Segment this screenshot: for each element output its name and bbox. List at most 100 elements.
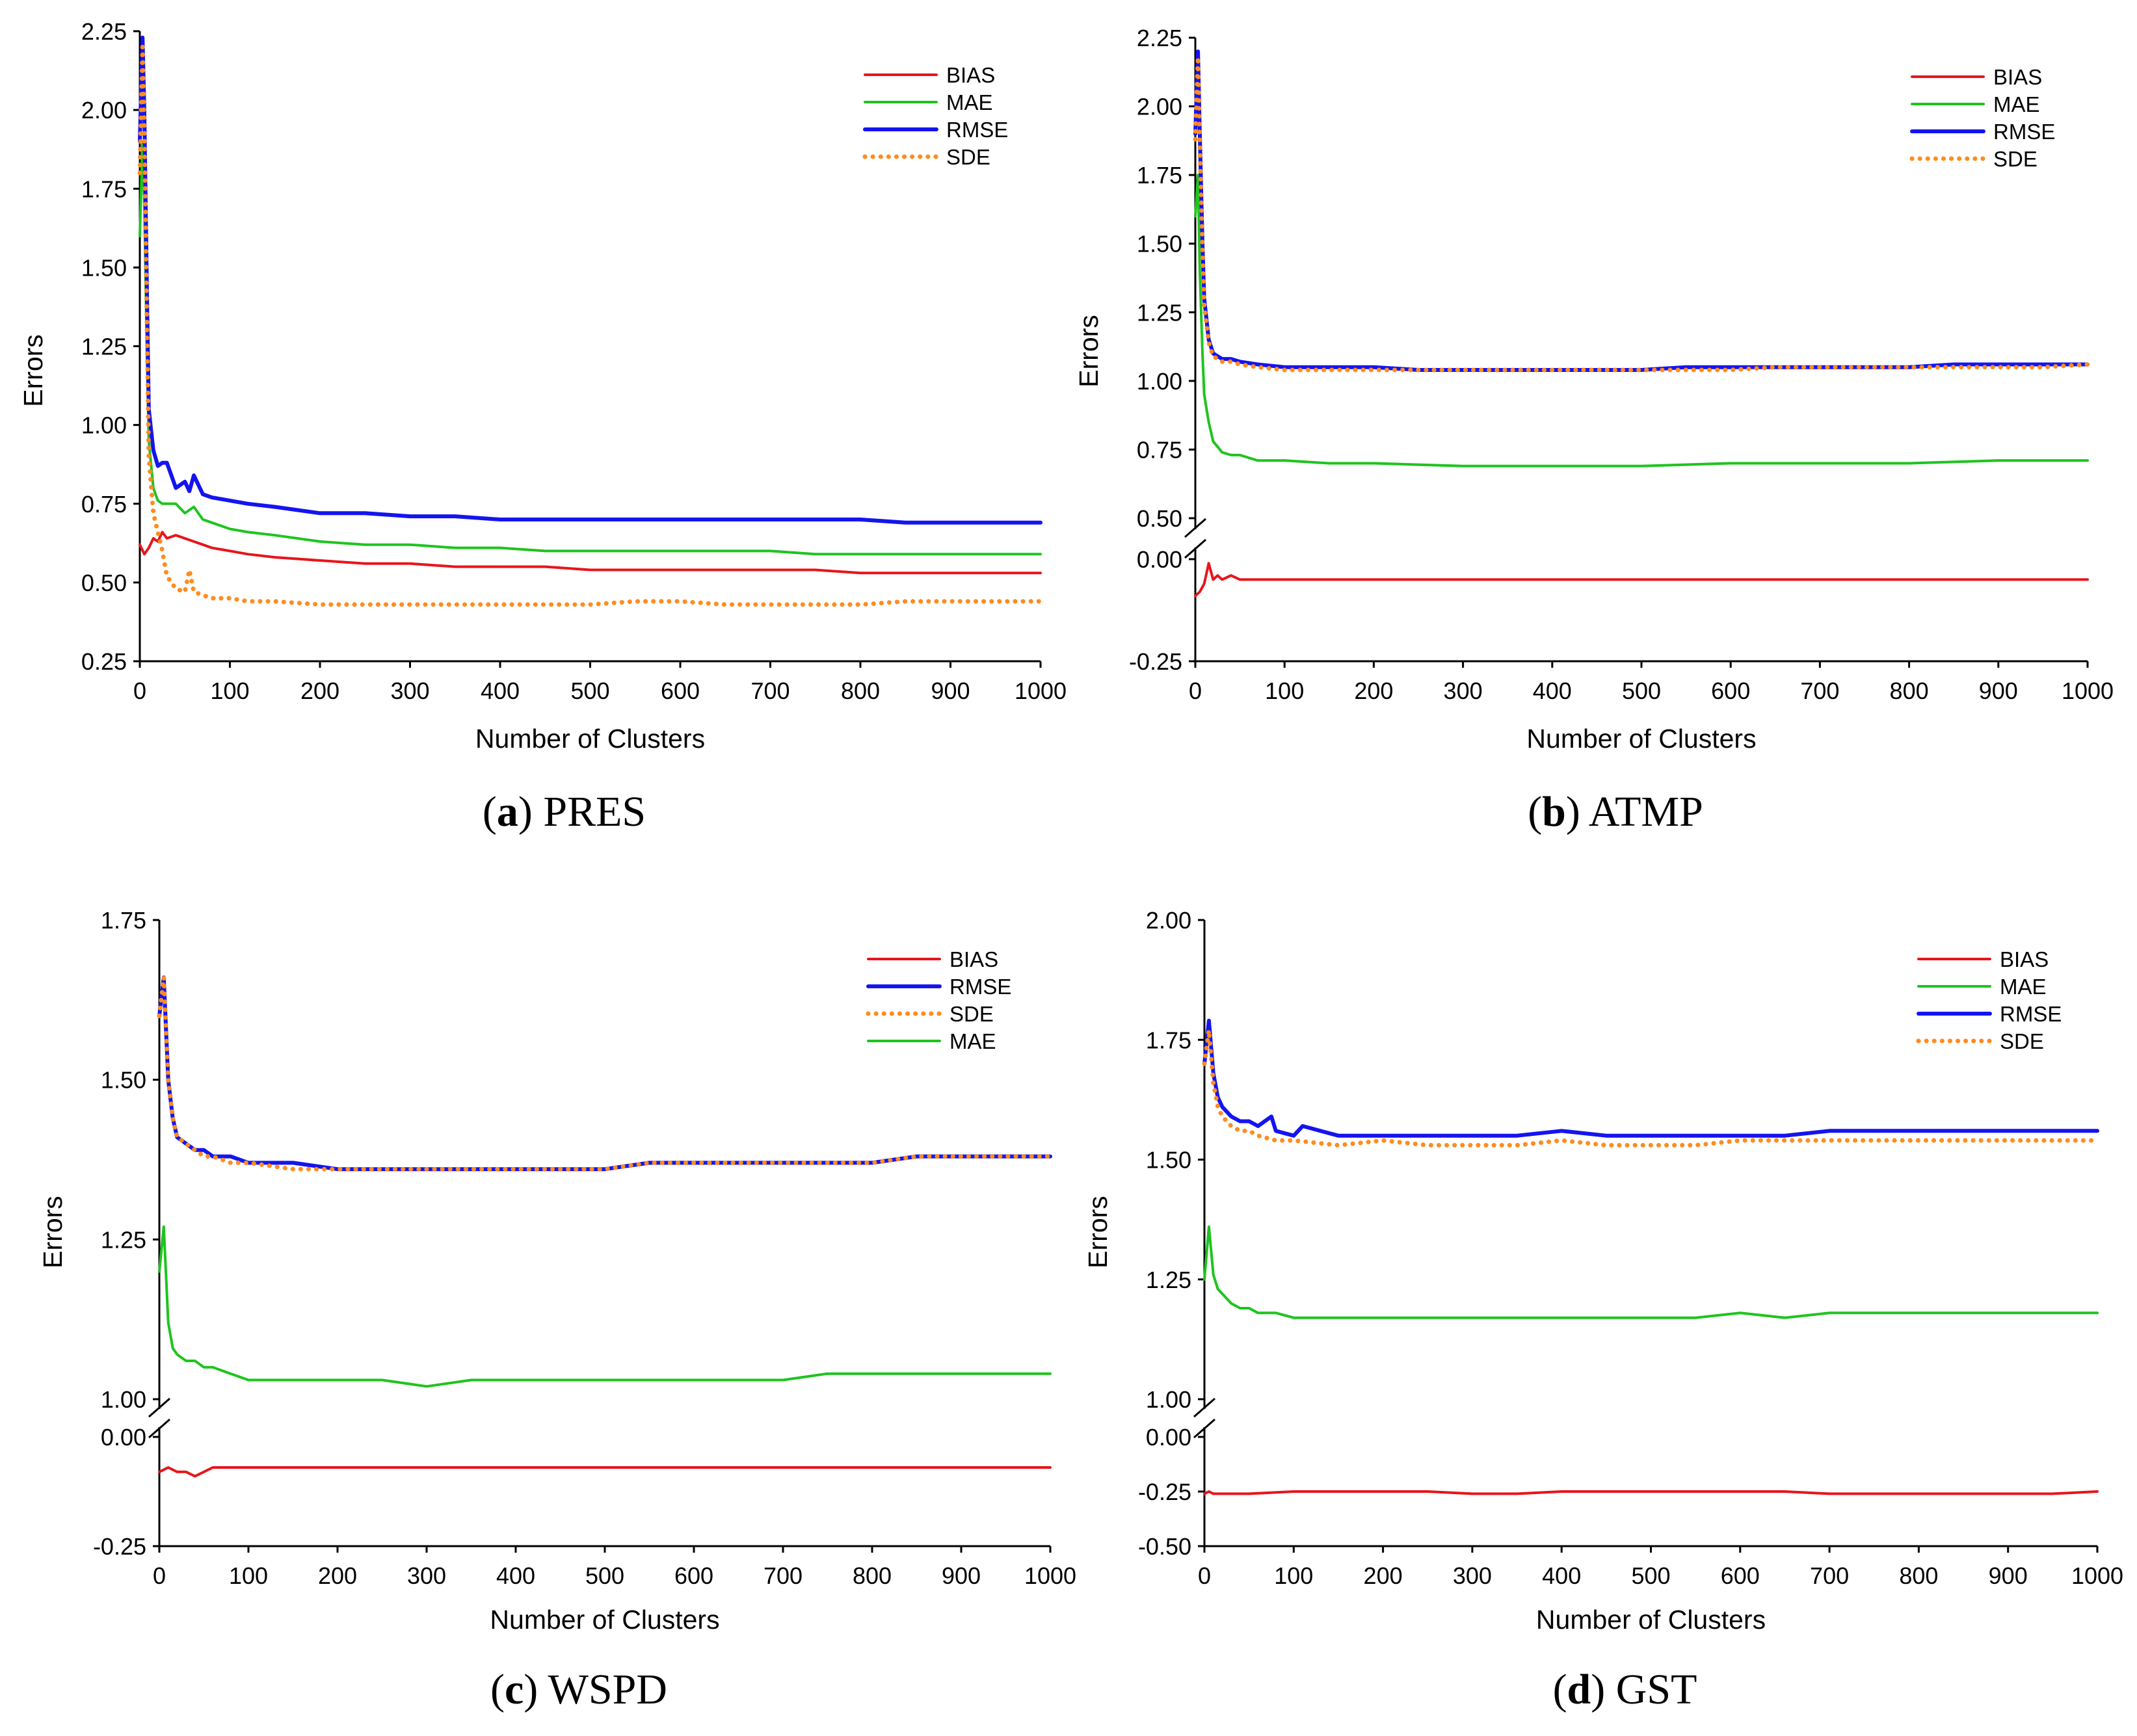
y-tick-label: 1.75: [1146, 1027, 1191, 1053]
legend-label-bias: BIAS: [2000, 947, 2049, 971]
x-tick-label: 700: [1810, 1562, 1849, 1589]
series-line-mae: [1203, 1225, 2099, 1319]
legend-label-sde: SDE: [2000, 1029, 2044, 1053]
x-tick-label: 200: [1364, 1562, 1403, 1589]
x-tick-label: 600: [661, 677, 700, 704]
series-line-mae: [139, 140, 1042, 556]
y-tick-label: 1.00: [101, 1386, 146, 1413]
panel-caption: (c) WSPD: [490, 1666, 667, 1713]
series-line-sde: [1193, 55, 2090, 373]
x-tick-label: 100: [1274, 1562, 1313, 1589]
legend-label-bias: BIAS: [1993, 65, 2042, 89]
y-tick-label: 1.00: [81, 412, 127, 439]
y-axis-label: Errors: [1083, 1196, 1113, 1269]
legend-label-mae: MAE: [946, 90, 993, 114]
y-tick-label: 1.50: [101, 1067, 146, 1094]
axis-break-mark: [1193, 1397, 1215, 1418]
caption-title: PRES: [543, 788, 646, 835]
legend-label-sde: SDE: [949, 1002, 994, 1026]
axis-break-mark: [1184, 518, 1206, 538]
x-tick-label: 0: [153, 1562, 166, 1589]
x-axis-label: Number of Clusters: [490, 1605, 719, 1635]
caption-label: a: [497, 788, 518, 835]
x-tick-label: 700: [763, 1562, 803, 1589]
x-tick-label: 500: [570, 677, 609, 704]
x-tick-label: 700: [1800, 677, 1839, 704]
caption-paren: ): [1566, 788, 1589, 835]
legend-label-mae: MAE: [1993, 92, 2040, 116]
series-line-bias: [1203, 1490, 2099, 1495]
y-tick-label: 1.75: [101, 907, 146, 934]
caption-paren: (: [1528, 788, 1542, 835]
x-tick-label: 800: [841, 677, 880, 704]
axis-break-mark: [1184, 538, 1206, 559]
x-tick-label: 1000: [1024, 1562, 1076, 1589]
y-tick-label: 2.00: [1146, 907, 1191, 934]
series-line-sde: [157, 975, 1053, 1172]
chart-b: 0 100 200 300 400 500 600 700 800 900 1000 0.50 0.75…: [1074, 25, 2114, 835]
x-tick-label: 1000: [2071, 1562, 2123, 1589]
x-axis-label: Number of Clusters: [475, 724, 705, 754]
y-tick-label: 1.75: [1137, 162, 1182, 189]
x-tick-label: 100: [229, 1562, 268, 1589]
y-tick-label: 2.25: [1137, 25, 1182, 51]
caption-title: ATMP: [1589, 788, 1703, 835]
legend-label-sde: SDE: [946, 145, 990, 169]
y-tick-label: 1.50: [1137, 231, 1182, 257]
chart-c: 0 100 200 300 400 500 600 700 800 900 1000 1.00 1.25…: [38, 907, 1076, 1713]
caption-paren: ): [1591, 1666, 1615, 1713]
x-tick-label: 300: [1453, 1562, 1492, 1589]
x-tick-label: 400: [481, 677, 520, 704]
y-tick-label: 0.00: [101, 1424, 146, 1451]
caption-paren: (: [483, 788, 497, 835]
legend-label-rmse: RMSE: [2000, 1002, 2062, 1026]
series-line-sde: [1202, 1028, 2100, 1148]
x-tick-label: 800: [853, 1562, 892, 1589]
caption-label: c: [505, 1666, 524, 1713]
x-tick-label: 200: [300, 677, 339, 704]
caption-paren: (: [490, 1666, 505, 1713]
chart-d: 0 100 200 300 400 500 600 700 800 900 1000 1.00 1.25…: [1083, 907, 2123, 1713]
x-tick-label: 1000: [2062, 677, 2114, 704]
y-axis-label: Errors: [1074, 315, 1104, 388]
legend-label-bias: BIAS: [949, 947, 998, 971]
series-line-rmse: [1202, 1018, 2099, 1138]
y-tick-label: 1.50: [1146, 1147, 1191, 1174]
x-tick-label: 900: [931, 677, 970, 704]
axis-break-mark: [148, 1418, 170, 1439]
legend-label-mae: MAE: [2000, 975, 2047, 999]
y-tick-label: 2.00: [81, 97, 127, 124]
caption-title: WSPD: [548, 1666, 667, 1713]
panel-caption: (d) GST: [1553, 1666, 1697, 1713]
series-line-sde: [137, 44, 1043, 607]
x-tick-label: 500: [585, 1562, 624, 1589]
y-tick-label: 0.00: [1146, 1424, 1191, 1451]
y-tick-label: 1.50: [81, 254, 127, 281]
x-tick-label: 100: [210, 677, 249, 704]
x-axis-label: Number of Clusters: [1526, 724, 1756, 754]
y-tick-label: -0.50: [1138, 1533, 1191, 1560]
x-tick-label: 600: [674, 1562, 713, 1589]
x-tick-label: 100: [1265, 677, 1304, 704]
legend-label-sde: SDE: [1993, 147, 2037, 171]
series-line-rmse: [138, 35, 1042, 525]
x-tick-label: 900: [1989, 1562, 2028, 1589]
x-tick-label: 200: [318, 1562, 357, 1589]
axis-break-mark: [1193, 1418, 1215, 1439]
legend-label-mae: MAE: [949, 1029, 996, 1053]
x-tick-label: 500: [1631, 1562, 1670, 1589]
x-tick-label: 900: [1979, 677, 2018, 704]
y-tick-label: 1.25: [101, 1226, 146, 1253]
y-tick-label: 1.00: [1137, 368, 1182, 395]
caption-paren: ): [524, 1666, 548, 1713]
series-line-bias: [1194, 562, 2089, 598]
x-tick-label: 600: [1711, 677, 1750, 704]
panel-caption: (a) PRES: [483, 788, 646, 835]
y-tick-label: 0.00: [1137, 546, 1182, 573]
x-tick-label: 600: [1721, 1562, 1760, 1589]
y-tick-label: 1.25: [1137, 299, 1182, 326]
y-tick-label: 2.00: [1137, 94, 1182, 120]
series-line-rmse: [157, 975, 1052, 1172]
x-tick-label: 300: [1444, 677, 1483, 704]
